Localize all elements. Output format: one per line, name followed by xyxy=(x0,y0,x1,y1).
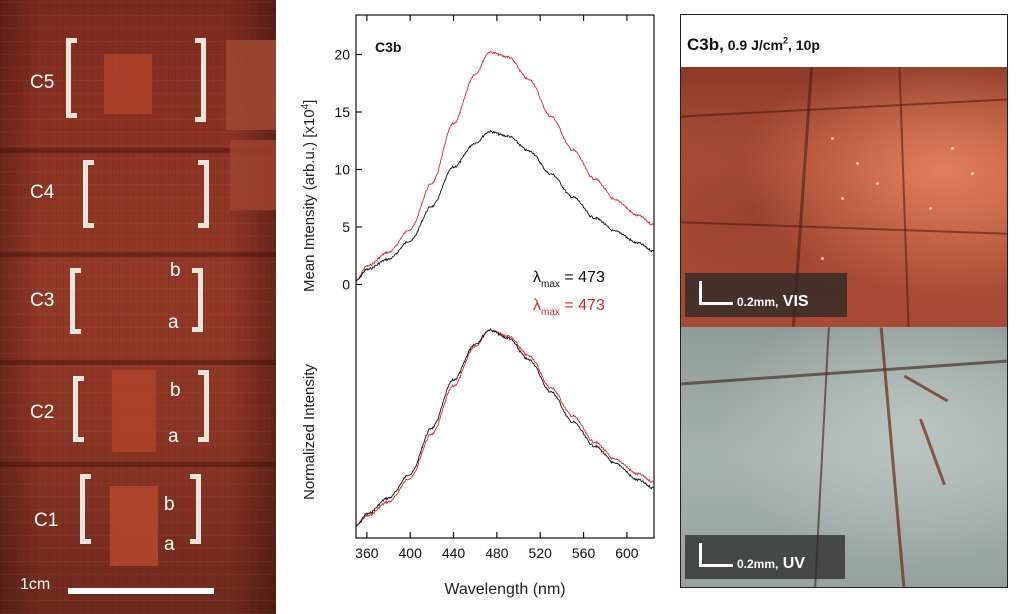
top-series-group xyxy=(356,50,654,282)
bracket-right xyxy=(198,160,209,228)
y-tick-label: 5 xyxy=(342,219,350,235)
x-tick-label: 400 xyxy=(399,545,423,561)
crack-line xyxy=(919,418,946,486)
scale-bar-icon xyxy=(699,281,733,305)
label-c2-a: a xyxy=(168,426,179,447)
label-c4: C4 xyxy=(30,182,55,203)
reference-patch xyxy=(230,140,276,210)
x-tick-label: 560 xyxy=(572,545,596,561)
scale-bar xyxy=(68,588,214,594)
label-c3: C3 xyxy=(30,290,55,311)
speck xyxy=(831,137,834,140)
bracket-right xyxy=(192,268,203,332)
label-c3-b: b xyxy=(170,260,181,281)
vis-scale-box: 0.2mm, VIS xyxy=(685,273,847,317)
x-axis-label: Wavelength (nm) xyxy=(444,581,565,598)
bottom-series-red-line xyxy=(356,328,654,527)
vis-micrograph: 0.2mm, VIS xyxy=(681,67,1007,327)
spectra-chart: 0 5 10 15 20 360 400 440 480 520 560 600 C3b Mean … xyxy=(300,14,655,598)
speck xyxy=(821,257,824,260)
uv-scale-text: 0.2mm, UV xyxy=(737,555,806,572)
label-c1-a: a xyxy=(164,534,175,555)
crack-line xyxy=(903,374,949,403)
bracket-right xyxy=(198,370,209,442)
top-y-axis-label: Mean Intensity (arb.u.) [x104] xyxy=(300,100,318,292)
bracket-left xyxy=(66,38,77,118)
bracket-left xyxy=(80,474,91,544)
label-c5: C5 xyxy=(30,72,55,93)
top-series-black-line xyxy=(356,129,654,282)
plot-frame xyxy=(355,14,655,539)
bracket-left xyxy=(83,160,94,228)
bracket-left xyxy=(70,268,81,334)
bracket-left xyxy=(73,376,84,442)
reference-patch xyxy=(226,40,276,130)
bracket-right xyxy=(195,38,206,122)
bracket-right xyxy=(190,474,201,544)
row-divider xyxy=(0,462,276,467)
uv-scale-box: 0.2mm, UV xyxy=(685,535,845,579)
bottom-series-group xyxy=(356,328,654,527)
panel-title: C3b, 0.9 J/cm2, 10p xyxy=(687,35,820,54)
speck xyxy=(856,162,859,165)
top-series-red-line xyxy=(356,50,654,282)
crack-line xyxy=(681,221,1007,235)
x-ticks: 360 400 440 480 520 560 600 xyxy=(355,15,639,561)
label-c1: C1 xyxy=(34,510,59,531)
label-c1-b: b xyxy=(164,494,175,515)
x-tick-label: 520 xyxy=(529,545,553,561)
x-tick-label: 600 xyxy=(615,545,639,561)
y-tick-label: 20 xyxy=(334,47,350,63)
irradiated-patch xyxy=(104,54,152,114)
microscopy-panel: C3b, 0.9 J/cm2, 10p 0.2mm, VIS 0.2mm, UV xyxy=(680,14,1008,588)
speck xyxy=(876,182,879,185)
speck xyxy=(841,197,844,200)
bottom-y-axis-label: Normalized Intensity xyxy=(301,364,318,500)
x-tick-label: 440 xyxy=(442,545,466,561)
chart-title: C3b xyxy=(375,39,401,55)
row-divider xyxy=(0,252,276,257)
speck xyxy=(951,147,954,150)
irradiated-patch xyxy=(112,370,156,452)
scale-bar-icon xyxy=(699,543,733,567)
irradiated-patch xyxy=(110,486,158,566)
row-divider xyxy=(0,148,276,153)
x-tick-label: 360 xyxy=(355,545,379,561)
label-c2-b: b xyxy=(170,380,181,401)
row-divider xyxy=(0,360,276,365)
bottom-series-black-line xyxy=(356,328,654,527)
scale-label: 1cm xyxy=(20,576,51,593)
label-c3-a: a xyxy=(168,312,179,333)
y-tick-label: 0 xyxy=(342,277,350,293)
crack-line xyxy=(681,98,1007,118)
uv-micrograph: 0.2mm, UV xyxy=(681,327,1007,587)
sample-photo: C5 C4 C3 C2 C1 b a b a b a 1cm xyxy=(0,0,276,614)
top-y-ticks: 0 5 10 15 20 xyxy=(334,47,362,293)
lambda-max-black: λmax = 473 xyxy=(533,269,605,290)
y-tick-label: 10 xyxy=(334,162,350,178)
crack-line xyxy=(681,359,1007,386)
x-tick-label: 480 xyxy=(485,545,509,561)
speck xyxy=(971,172,974,175)
speck xyxy=(929,207,932,210)
y-tick-label: 15 xyxy=(334,104,350,120)
vis-scale-text: 0.2mm, VIS xyxy=(737,293,809,310)
label-c2: C2 xyxy=(30,402,55,423)
lambda-max-red: λmax = 473 xyxy=(533,297,605,318)
